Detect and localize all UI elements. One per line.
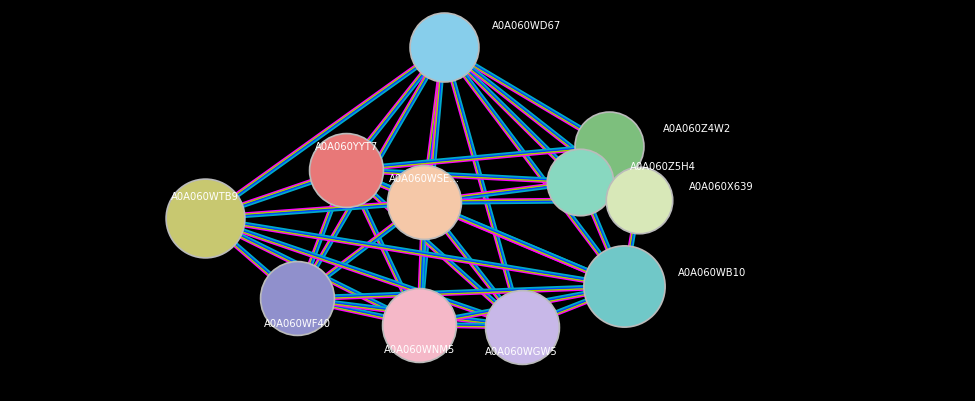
Text: A0A060X639: A0A060X639 <box>689 182 754 191</box>
Text: A0A060Z5H4: A0A060Z5H4 <box>630 162 696 171</box>
Text: A0A060WSE...: A0A060WSE... <box>389 174 459 183</box>
Text: A0A060WNM5: A0A060WNM5 <box>383 344 455 354</box>
Point <box>514 324 529 330</box>
Point <box>572 179 588 186</box>
Text: A0A060Z4W2: A0A060Z4W2 <box>663 124 731 133</box>
Text: A0A060WB10: A0A060WB10 <box>678 268 746 277</box>
Point <box>631 197 646 204</box>
Text: A0A060YYT7: A0A060YYT7 <box>315 142 377 151</box>
Point <box>338 167 354 174</box>
Point <box>197 215 213 222</box>
Point <box>416 199 432 206</box>
Point <box>436 45 451 51</box>
Text: A0A060WF40: A0A060WF40 <box>264 319 331 328</box>
Text: A0A060WTB9: A0A060WTB9 <box>171 192 239 201</box>
Point <box>411 322 427 328</box>
Point <box>290 296 305 302</box>
Point <box>602 143 617 150</box>
Text: A0A060WGW5: A0A060WGW5 <box>486 346 558 356</box>
Text: A0A060WD67: A0A060WD67 <box>491 21 562 31</box>
Point <box>616 284 632 290</box>
